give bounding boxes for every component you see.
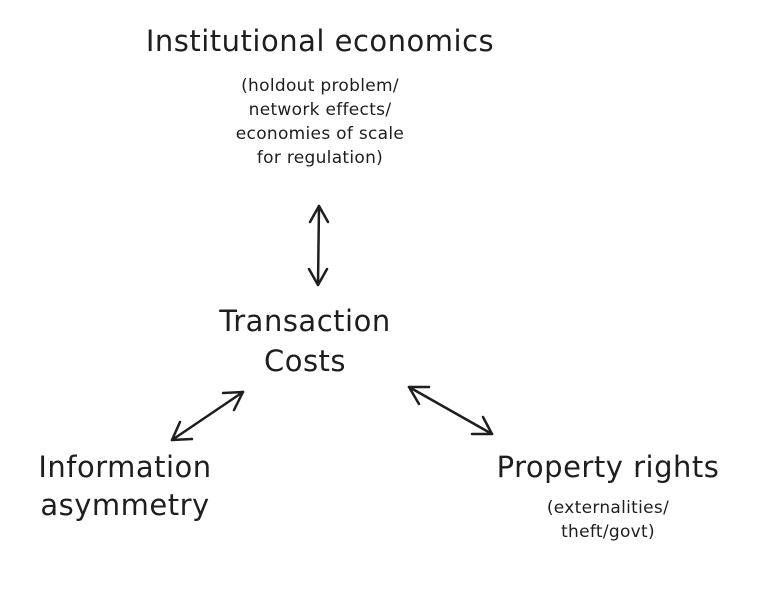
- node-institutional-line: for regulation): [256, 148, 384, 168]
- node-transaction-costs: Transaction Costs: [190, 301, 420, 381]
- arrow-transaction-information: [170, 390, 245, 442]
- node-property-line: (externalities/: [546, 498, 670, 518]
- node-institutional-line: (holdout problem/: [241, 76, 399, 96]
- node-information-asymmetry: Information asymmetry: [20, 448, 230, 524]
- node-property-line: theft/govt): [561, 522, 655, 542]
- node-information-line: Information: [38, 450, 212, 484]
- node-institutional-title: Institutional economics: [145, 24, 495, 58]
- node-property-subtitle: (externalities/ theft/govt): [478, 496, 738, 544]
- node-institutional-economics: Institutional economics (holdout problem…: [100, 24, 540, 170]
- node-transaction-line: Costs: [263, 344, 347, 378]
- arrow-transaction-property: [407, 385, 494, 436]
- node-institutional-subtitle: (holdout problem/ network effects/ econo…: [100, 74, 540, 170]
- node-transaction-line: Transaction: [219, 304, 391, 338]
- node-information-line: asymmetry: [40, 488, 210, 522]
- node-property-rights: Property rights (externalities/ theft/go…: [478, 450, 738, 544]
- node-property-title: Property rights: [496, 450, 720, 484]
- node-institutional-line: economies of scale: [235, 124, 405, 144]
- arrow-transaction-institutional: [307, 204, 330, 287]
- node-institutional-line: network effects/: [248, 100, 392, 120]
